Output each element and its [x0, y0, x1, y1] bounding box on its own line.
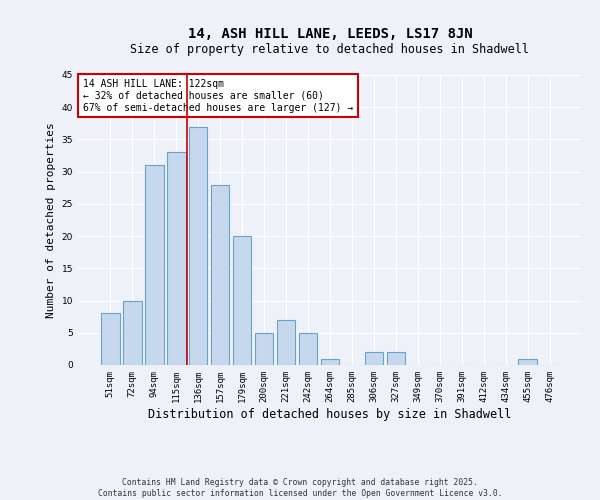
Bar: [320, 358, 340, 365]
Bar: [255, 333, 274, 365]
X-axis label: Distribution of detached houses by size in Shadwell: Distribution of detached houses by size …: [148, 408, 512, 420]
Bar: [211, 184, 229, 365]
Y-axis label: Number of detached properties: Number of detached properties: [46, 122, 56, 318]
Bar: [167, 152, 185, 365]
Bar: [518, 358, 537, 365]
Bar: [123, 300, 142, 365]
Bar: [145, 165, 164, 365]
Bar: [233, 236, 251, 365]
Text: Contains HM Land Registry data © Crown copyright and database right 2025.
Contai: Contains HM Land Registry data © Crown c…: [98, 478, 502, 498]
Bar: [365, 352, 383, 365]
Text: 14 ASH HILL LANE: 122sqm
← 32% of detached houses are smaller (60)
67% of semi-d: 14 ASH HILL LANE: 122sqm ← 32% of detach…: [83, 80, 353, 112]
Bar: [386, 352, 405, 365]
Text: 14, ASH HILL LANE, LEEDS, LS17 8JN: 14, ASH HILL LANE, LEEDS, LS17 8JN: [188, 28, 472, 42]
Bar: [189, 126, 208, 365]
Bar: [277, 320, 295, 365]
Text: Size of property relative to detached houses in Shadwell: Size of property relative to detached ho…: [131, 42, 530, 56]
Bar: [101, 314, 119, 365]
Bar: [299, 333, 317, 365]
